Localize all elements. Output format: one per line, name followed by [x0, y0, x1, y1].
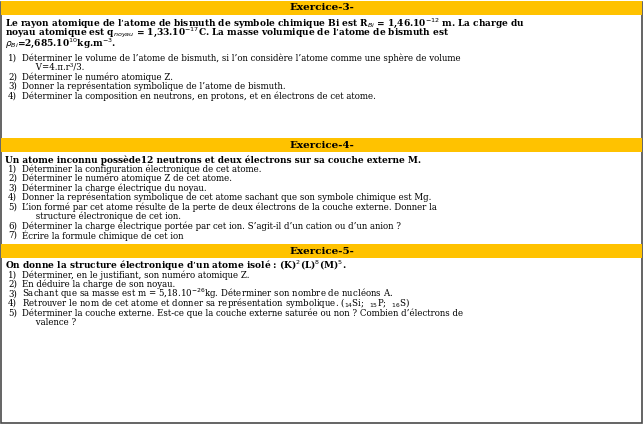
Text: Donner la représentation symbolique de l’atome de bismuth.: Donner la représentation symbolique de l…	[22, 82, 286, 91]
Text: 3): 3)	[8, 82, 17, 91]
Text: Le rayon atomique de l’atome de bismuth de symbole chimique Bi est R$_{Bi}$ = 1,: Le rayon atomique de l’atome de bismuth …	[5, 16, 525, 30]
Text: 6): 6)	[8, 221, 17, 231]
Text: V=4.π.r³/3.: V=4.π.r³/3.	[22, 63, 84, 72]
Text: Un atome inconnu possède12 neutrons et deux électrons sur sa couche externe M.: Un atome inconnu possède12 neutrons et d…	[5, 155, 421, 165]
Text: 3): 3)	[8, 184, 17, 192]
Text: 4): 4)	[8, 193, 17, 202]
Text: 7): 7)	[8, 231, 17, 240]
Text: Déterminer le numéro atomique Z.: Déterminer le numéro atomique Z.	[22, 72, 173, 82]
Text: Déterminer la configuration électronique de cet atome.: Déterminer la configuration électronique…	[22, 164, 261, 174]
Text: Donner la représentation symbolique de cet atome sachant que son symbole chimiqu: Donner la représentation symbolique de c…	[22, 193, 431, 202]
Text: Déterminer la charge électrique du noyau.: Déterminer la charge électrique du noyau…	[22, 183, 207, 193]
Text: Exercice-5-: Exercice-5-	[290, 246, 354, 256]
Text: Exercice-3-: Exercice-3-	[290, 3, 354, 12]
Text: 1): 1)	[8, 165, 17, 173]
Text: Retrouver le nom de cet atome et donner sa représentation symbolique. ($_{14}$Si: Retrouver le nom de cet atome et donner …	[22, 296, 410, 310]
Text: Déterminer la couche externe. Est-ce que la couche externe saturée ou non ? Comb: Déterminer la couche externe. Est-ce que…	[22, 308, 463, 318]
FancyBboxPatch shape	[1, 1, 642, 15]
Text: Déterminer le numéro atomique Z de cet atome.: Déterminer le numéro atomique Z de cet a…	[22, 174, 232, 183]
Text: Sachant que sa masse est m = 5,18.10$^{-26}$kg. Déterminer son nombre de nucléon: Sachant que sa masse est m = 5,18.10$^{-…	[22, 287, 393, 301]
Text: L’ion formé par cet atome résulte de la perte de deux électrons de la couche ext: L’ion formé par cet atome résulte de la …	[22, 202, 437, 212]
Text: 1): 1)	[8, 271, 17, 279]
Text: En déduire la charge de son noyau.: En déduire la charge de son noyau.	[22, 280, 175, 289]
Text: Écrire la formule chimique de cet ion: Écrire la formule chimique de cet ion	[22, 230, 184, 241]
Text: Déterminer, en le justifiant, son numéro atomique Z.: Déterminer, en le justifiant, son numéro…	[22, 270, 249, 280]
FancyBboxPatch shape	[1, 138, 642, 152]
Text: 5): 5)	[8, 309, 17, 318]
Text: 2): 2)	[8, 73, 17, 81]
Text: 4): 4)	[8, 92, 17, 100]
Text: 2): 2)	[8, 280, 17, 289]
Text: $\rho_{Bi}$=2,685.10$^{10}$kg.m$^{-3}$.: $\rho_{Bi}$=2,685.10$^{10}$kg.m$^{-3}$.	[5, 36, 116, 50]
FancyBboxPatch shape	[1, 244, 642, 258]
Text: Déterminer le volume de l’atome de bismuth, si l’on considère l’atome comme une : Déterminer le volume de l’atome de bismu…	[22, 53, 460, 63]
Text: 2): 2)	[8, 174, 17, 183]
Text: structure électronique de cet ion.: structure électronique de cet ion.	[22, 212, 181, 221]
Text: valence ?: valence ?	[22, 318, 76, 327]
Text: Déterminer la charge électrique portée par cet ion. S’agit-il d’un cation ou d’u: Déterminer la charge électrique portée p…	[22, 221, 401, 231]
Text: 1): 1)	[8, 53, 17, 62]
Text: noyau atomique est q$_{noyau}$ = 1,33.10$^{-17}$C. La masse volumique de l’atome: noyau atomique est q$_{noyau}$ = 1,33.10…	[5, 26, 450, 40]
Text: 3): 3)	[8, 290, 17, 298]
Text: On donne la structure électronique d’un atome isolé : (K)$^2$(L)$^8$(M)$^5$.: On donne la structure électronique d’un …	[5, 259, 346, 273]
Text: 5): 5)	[8, 203, 17, 212]
Text: 4): 4)	[8, 299, 17, 308]
Text: Déterminer la composition en neutrons, en protons, et en électrons de cet atome.: Déterminer la composition en neutrons, e…	[22, 91, 376, 101]
Text: Exercice-4-: Exercice-4-	[290, 140, 354, 150]
